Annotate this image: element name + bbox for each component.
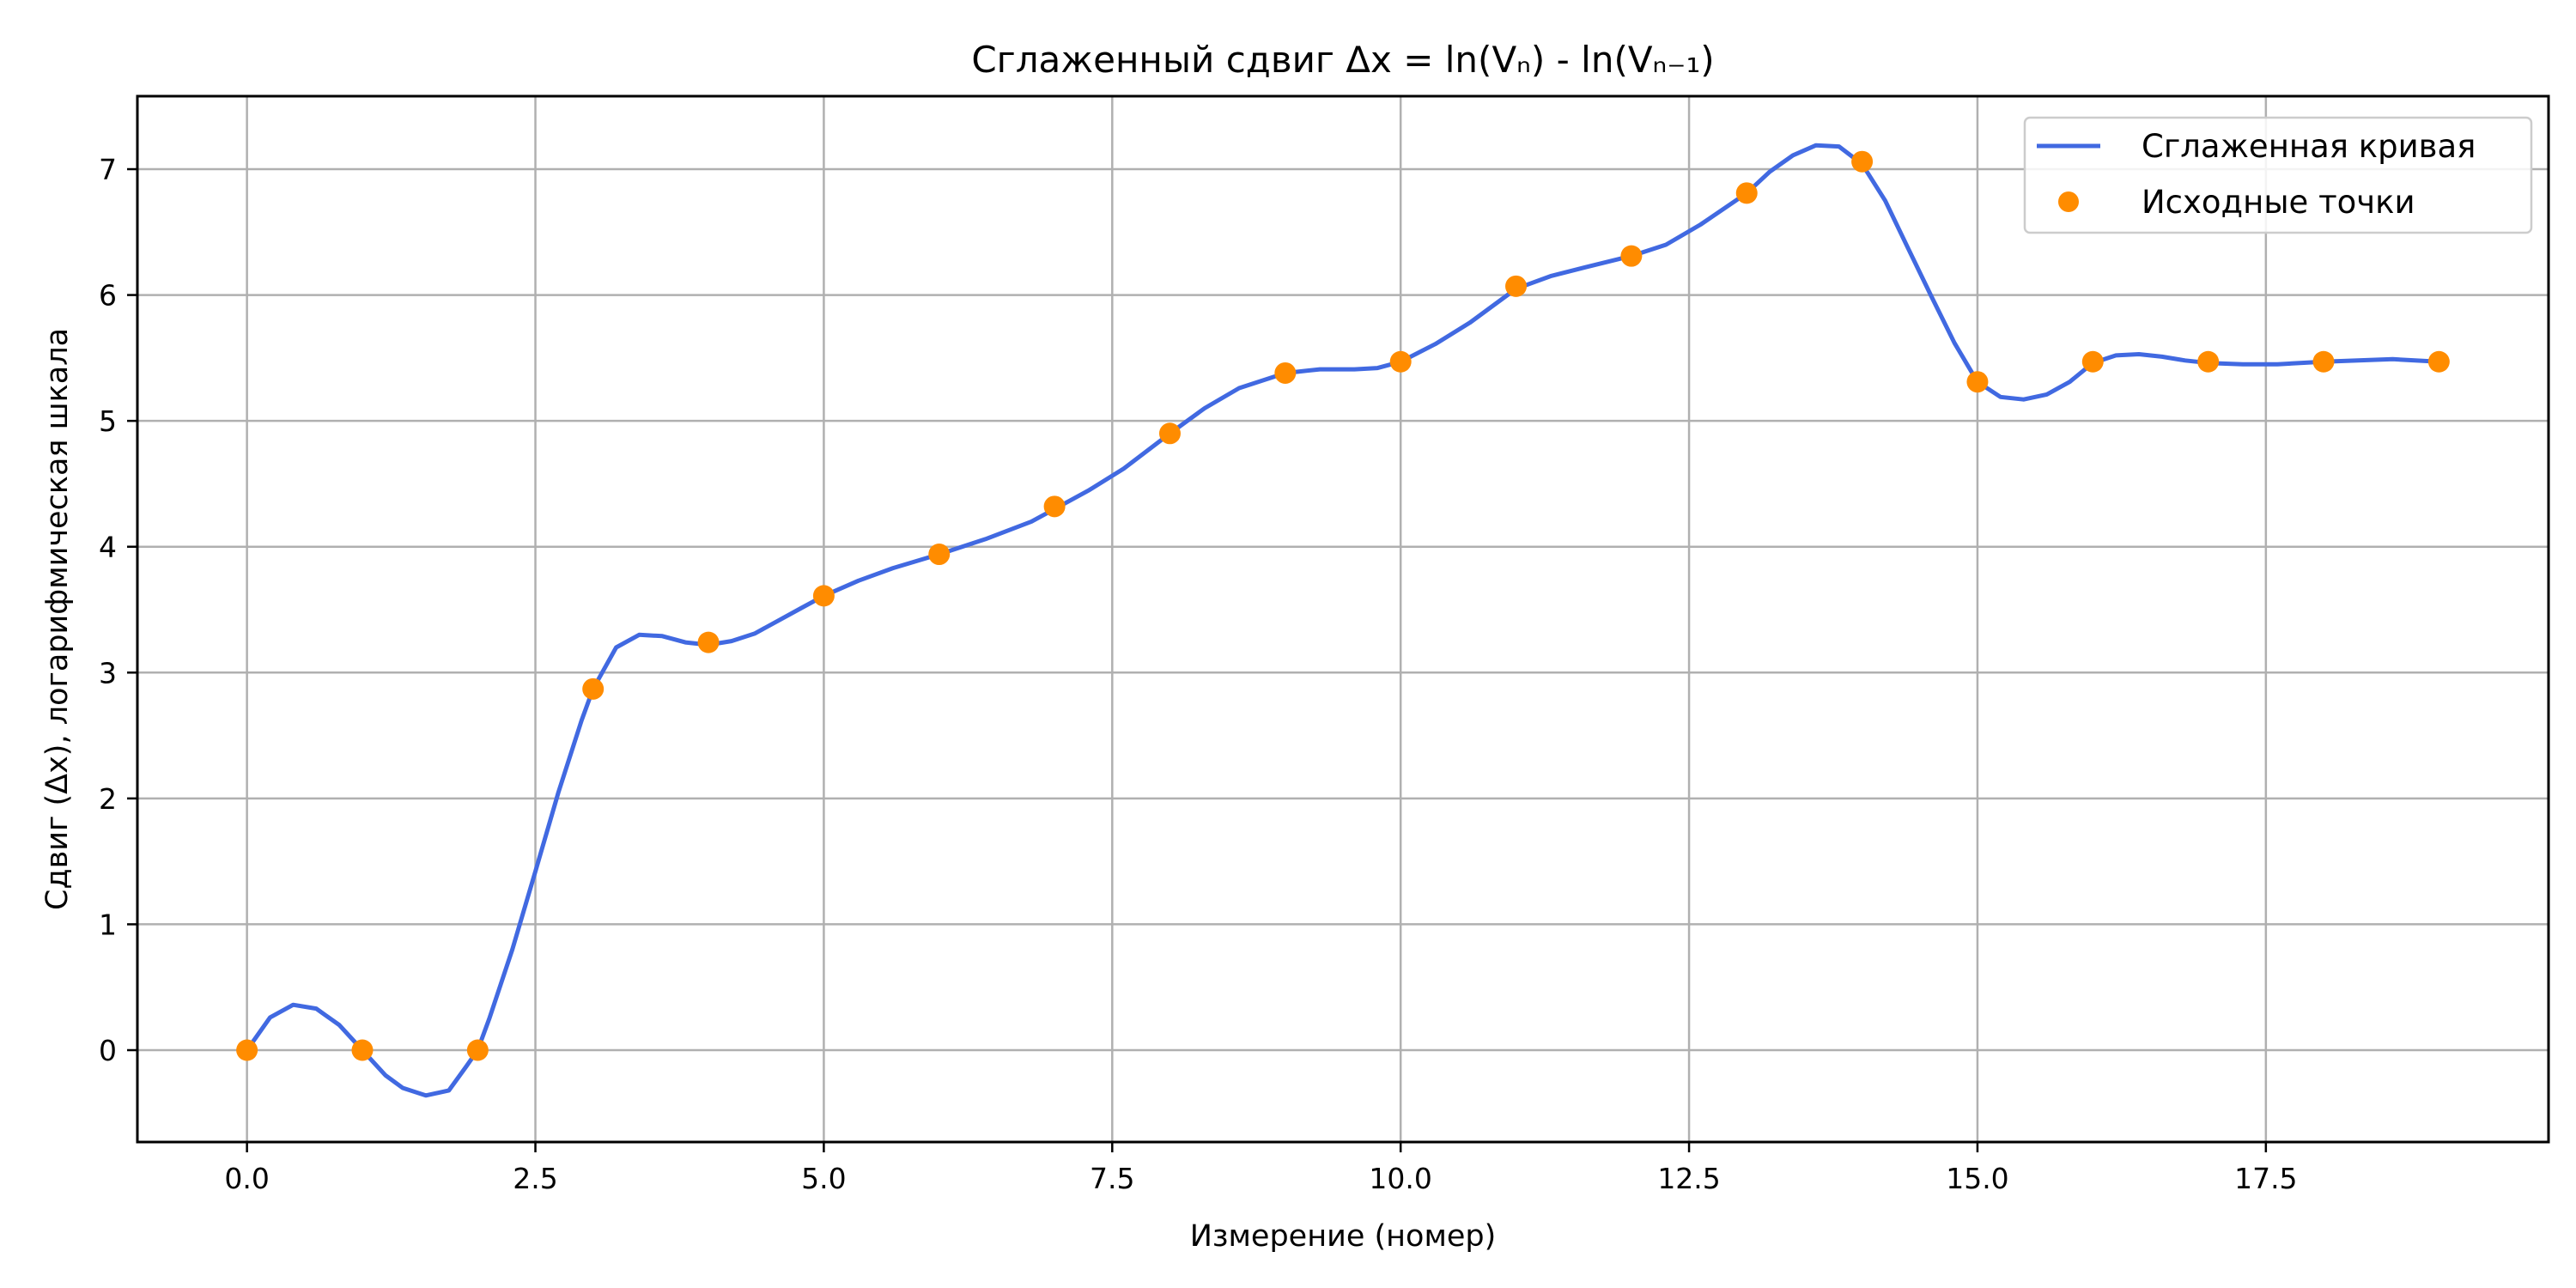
source-point — [1389, 350, 1412, 373]
source-point — [1158, 422, 1181, 445]
y-axis-label: Сдвиг (Δx), логарифмическая шкала — [40, 328, 75, 910]
x-tick-label: 17.5 — [2234, 1162, 2297, 1195]
source-point — [1735, 182, 1758, 204]
x-tick-label: 12.5 — [1657, 1162, 1720, 1195]
grid-lines — [137, 96, 2549, 1142]
source-point — [2197, 350, 2220, 373]
y-tick-label: 6 — [99, 279, 117, 313]
x-tick-label: 15.0 — [1946, 1162, 2008, 1195]
y-tick-label: 3 — [99, 656, 117, 690]
source-point — [2312, 350, 2335, 373]
plot-frame — [136, 94, 2550, 1144]
source-point — [351, 1039, 374, 1061]
x-tick-label: 7.5 — [1090, 1162, 1134, 1195]
legend-box — [2023, 116, 2533, 234]
source-point — [466, 1039, 489, 1061]
legend-label-source-points: Исходные точки — [2142, 184, 2415, 221]
source-point — [236, 1039, 258, 1061]
source-point — [1274, 361, 1297, 384]
chart-title: Сглаженный сдвиг Δx = ln(Vₙ) - ln(Vₙ₋₁) — [971, 39, 1714, 81]
y-tick-label: 1 — [99, 908, 117, 941]
plot-series — [236, 143, 2450, 1098]
source-point — [1966, 371, 1989, 393]
y-tick-label: 5 — [99, 404, 117, 438]
y-tick-label: 7 — [99, 153, 117, 186]
x-tick-label: 5.0 — [801, 1162, 846, 1195]
source-point — [1505, 275, 1528, 297]
source-point — [928, 544, 951, 566]
x-tick-label: 2.5 — [513, 1162, 557, 1195]
source-point — [2081, 350, 2104, 373]
source-point — [582, 677, 605, 700]
legend: Сглаженная кривая Исходные точки — [2023, 116, 2533, 234]
y-tick-label: 4 — [99, 531, 117, 564]
legend-label-smoothed-curve: Сглаженная кривая — [2142, 128, 2476, 165]
source-point — [1620, 245, 1643, 267]
x-tick-label: 0.0 — [224, 1162, 269, 1195]
source-point — [697, 631, 720, 653]
x-tick-label: 10.0 — [1369, 1162, 1431, 1195]
smoothed-curve-line — [245, 143, 2439, 1098]
legend-swatch-dot — [2058, 191, 2079, 212]
y-tick-label: 2 — [99, 782, 117, 816]
source-point — [812, 585, 835, 607]
source-point — [1851, 150, 1874, 173]
y-tick-label: 0 — [99, 1034, 117, 1067]
x-axis-label: Измерение (номер) — [1190, 1219, 1497, 1254]
source-point — [2427, 350, 2450, 373]
axis-ticks: 0.0 2.5 5.0 7.5 10.0 12.5 15.0 17.5 0 1 2 3 4 5 6 7 — [99, 153, 2298, 1195]
source-point — [1043, 495, 1066, 518]
